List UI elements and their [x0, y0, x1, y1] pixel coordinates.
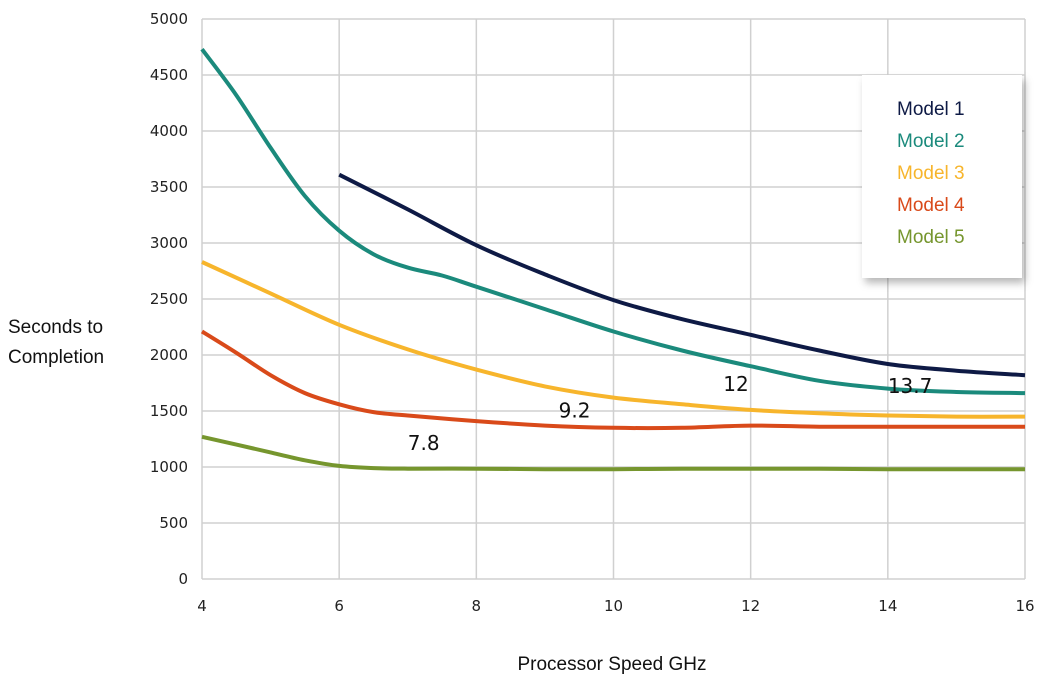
- series-line-5: [201, 434, 1025, 472]
- annotation-label: 7.8: [408, 431, 440, 455]
- y-tick-label: 1000: [150, 458, 188, 476]
- x-tick-label: 16: [1015, 597, 1034, 615]
- x-tick-label: 12: [741, 597, 760, 615]
- y-tick-label: 0: [178, 570, 188, 588]
- y-tick-label: 500: [159, 514, 188, 532]
- y-tick-label: 3500: [150, 178, 188, 196]
- x-tick-labels: 4 6 8 10 12 14 16: [197, 597, 1034, 615]
- x-tick-label: 10: [604, 597, 623, 615]
- annotation-label: 9.2: [559, 399, 591, 423]
- legend-box: [862, 75, 1022, 278]
- x-tick-label: 6: [334, 597, 344, 615]
- annotations: 7.8 9.2 12 13.7: [408, 372, 933, 455]
- y-tick-label: 2500: [150, 290, 188, 308]
- annotation-label: 13.7: [888, 374, 933, 398]
- x-axis-title: Processor Speed GHz: [517, 654, 706, 675]
- y-tick-label: 1500: [150, 402, 188, 420]
- legend-entry-4: Model 4: [897, 195, 965, 216]
- legend: Model 1 Model 2 Model 3 Model 4 Model 5: [862, 75, 1022, 278]
- x-tick-label: 14: [878, 597, 897, 615]
- series-line-2: [200, 48, 1026, 396]
- series-lines: [200, 48, 1026, 472]
- y-tick-label: 4500: [150, 66, 188, 84]
- legend-entry-1: Model 1: [897, 99, 965, 120]
- y-tick-labels: 0 500 1000 1500 2000 2500 3000 3500 4000 4500 5000: [150, 10, 188, 588]
- y-tick-label: 4000: [150, 122, 188, 140]
- legend-entry-2: Model 2: [897, 131, 965, 152]
- y-tick-label: 3000: [150, 234, 188, 252]
- series-line-4: [200, 329, 1025, 431]
- y-tick-label: 5000: [150, 10, 188, 28]
- y-axis-title-line-1: Seconds to: [8, 317, 103, 338]
- series-line-1: [338, 172, 1026, 378]
- y-tick-label: 2000: [150, 346, 188, 364]
- legend-entry-5: Model 5: [897, 227, 965, 248]
- annotation-label: 12: [723, 372, 748, 396]
- x-tick-label: 4: [197, 597, 207, 615]
- y-axis-title-line-2: Completion: [8, 347, 104, 368]
- x-tick-label: 8: [472, 597, 482, 615]
- legend-entry-3: Model 3: [897, 163, 965, 184]
- series-line-3: [201, 260, 1026, 419]
